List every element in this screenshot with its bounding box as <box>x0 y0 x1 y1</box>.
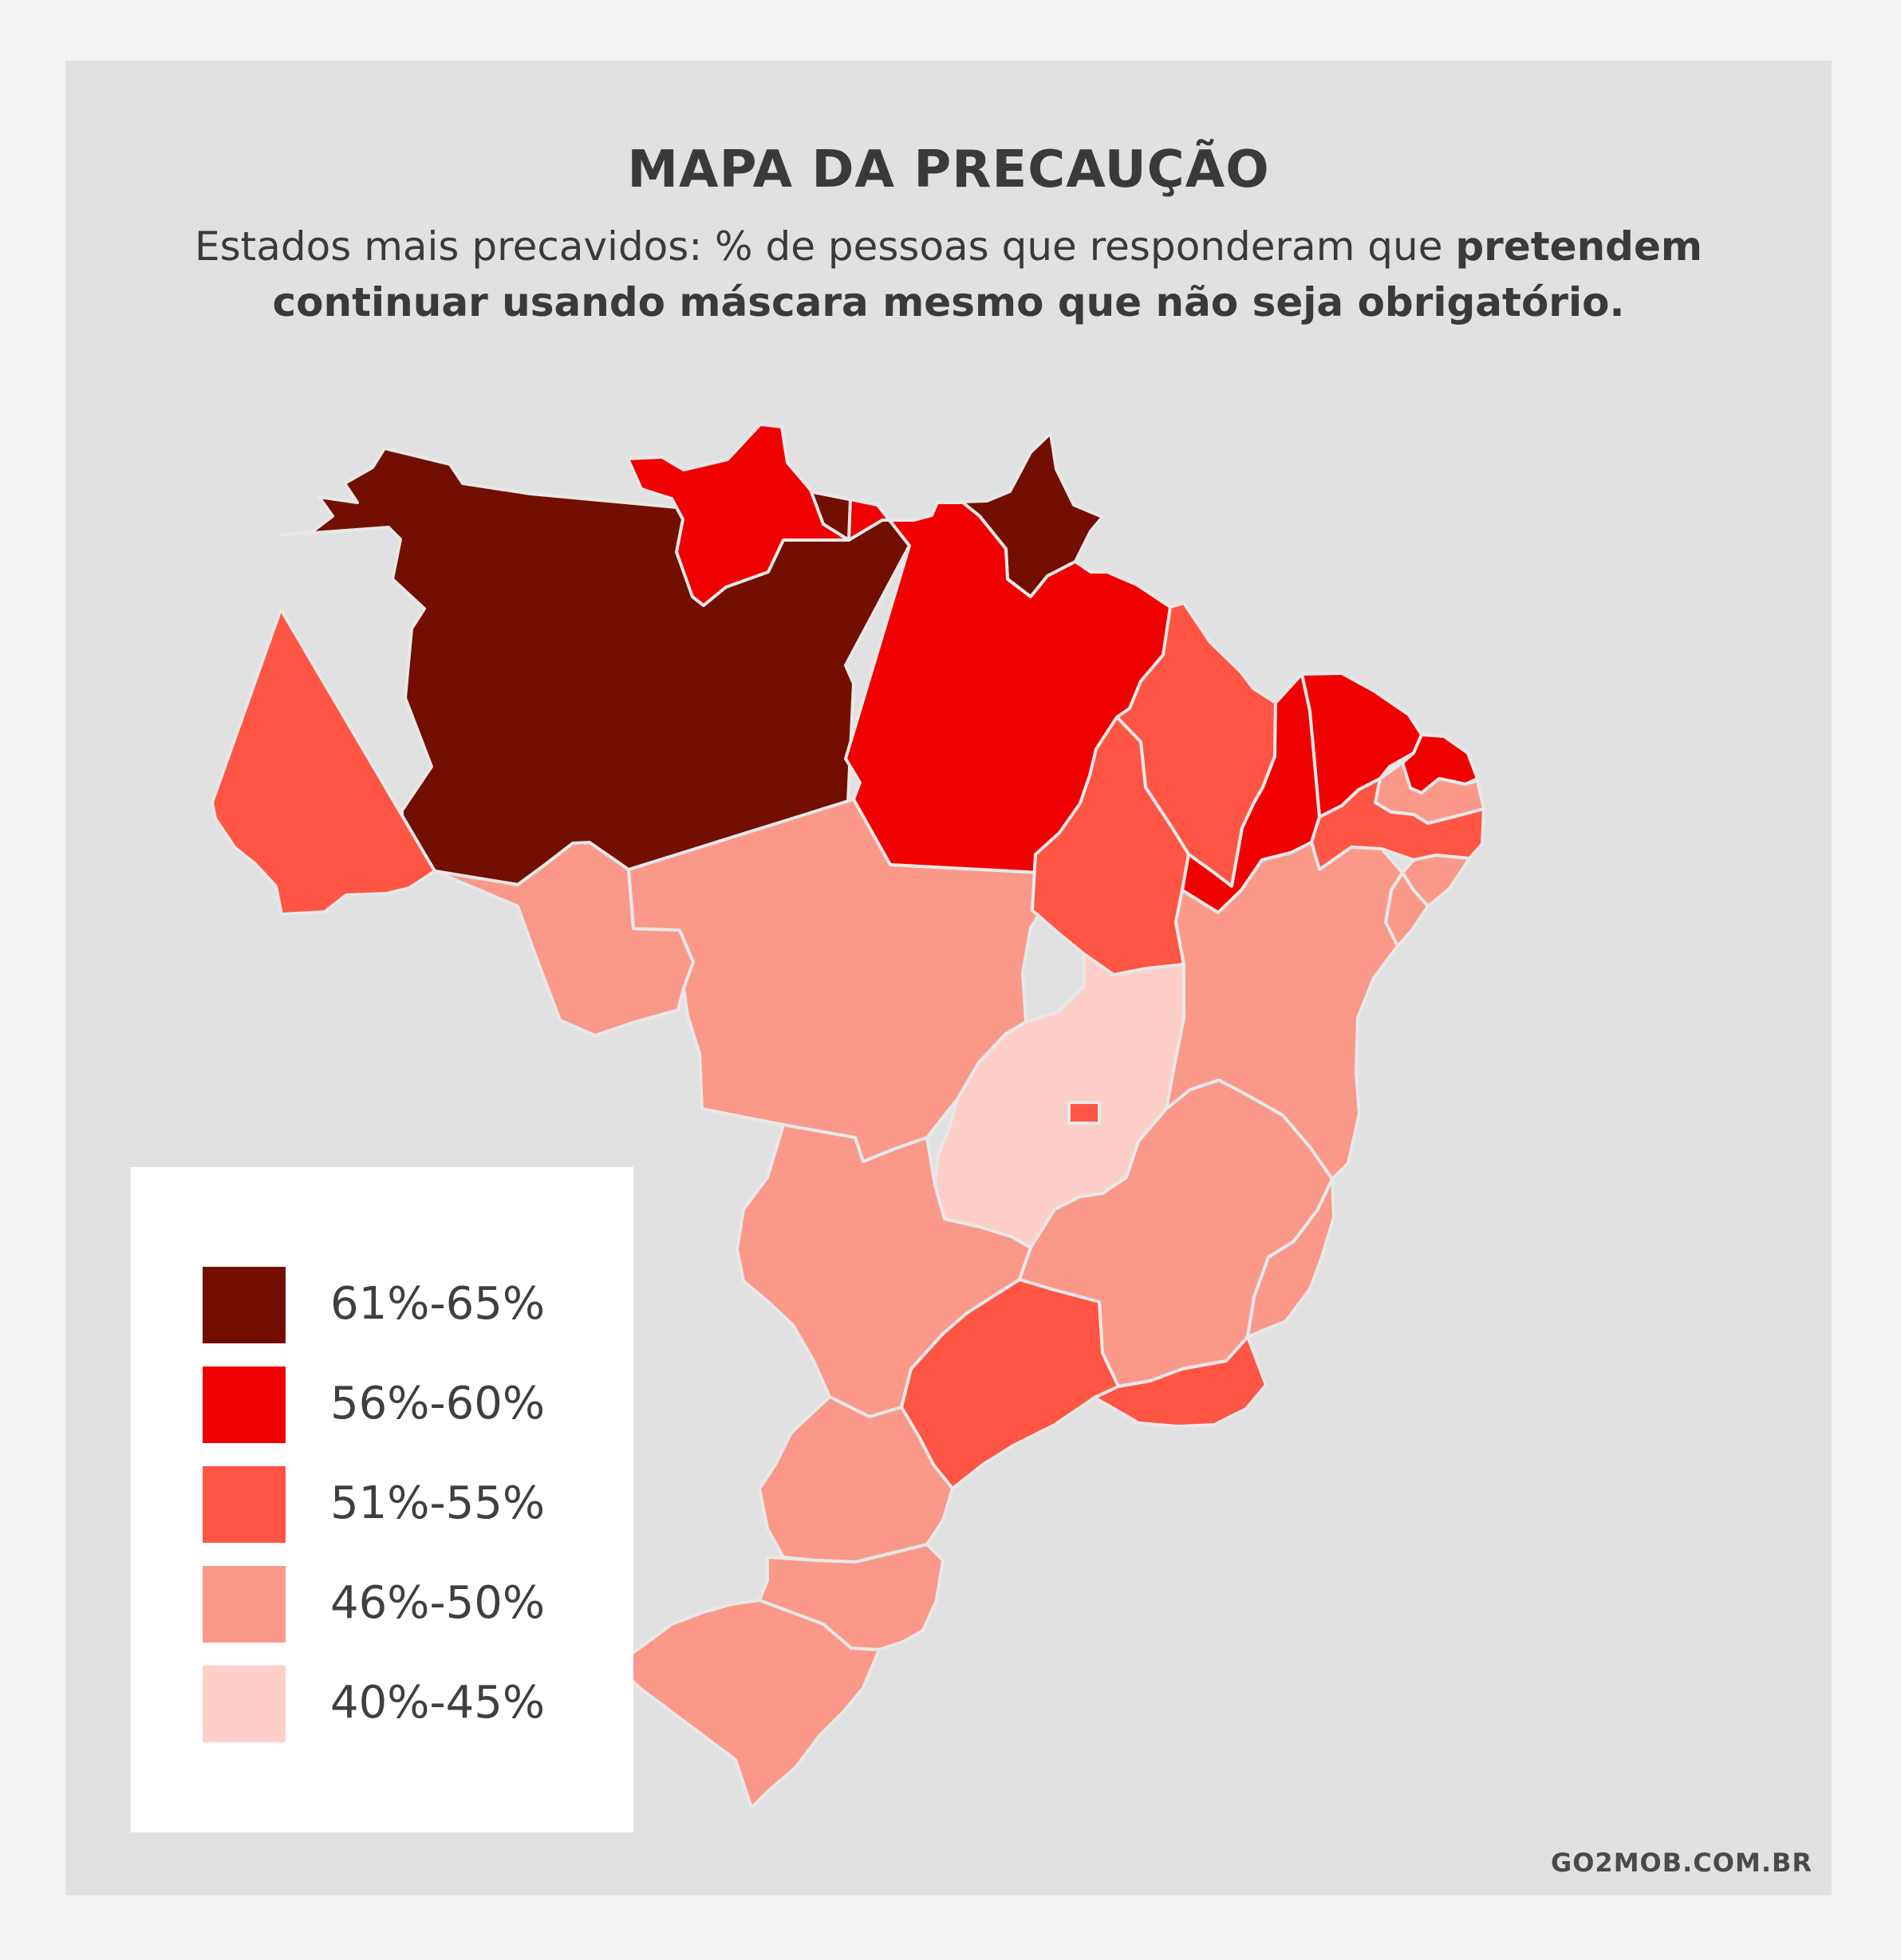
state-CE <box>1300 672 1423 818</box>
map-card: MAPA DA PRECAUÇÃO Estados mais precavido… <box>65 61 1832 1895</box>
state-RJ <box>1093 1335 1268 1428</box>
subtitle-bold: pretendem continuar usando máscara mesmo… <box>272 223 1702 325</box>
state-RR <box>626 423 850 607</box>
state-AC <box>211 608 436 916</box>
legend-swatch <box>203 1267 286 1343</box>
legend-label: 51%-55% <box>330 1477 546 1529</box>
legend-label: 40%-45% <box>330 1677 546 1729</box>
legend-item-46-50: 46%-50% <box>203 1566 601 1643</box>
legend-swatch <box>203 1666 286 1742</box>
legend-swatch <box>203 1366 286 1443</box>
brazil-map <box>211 423 1485 1809</box>
source-credit: GO2MOB.COM.BR <box>1550 1848 1812 1878</box>
subtitle-regular: Estados mais precavidos: % de pessoas qu… <box>195 223 1456 270</box>
legend-item-56-60: 56%-60% <box>203 1366 601 1443</box>
legend-item-61-65: 61%-65% <box>203 1267 601 1343</box>
legend-item-51-55: 51%-55% <box>203 1466 601 1543</box>
map-subtitle: Estados mais precavidos: % de pessoas qu… <box>113 219 1784 330</box>
legend-item-40-45: 40%-45% <box>203 1666 601 1742</box>
legend-box: 61%-65% 56%-60% 51%-55% 46%-50% 40%-45% <box>131 1167 633 1832</box>
map-title: MAPA DA PRECAUÇÃO <box>627 140 1270 199</box>
legend-swatch <box>203 1566 286 1643</box>
legend-label: 56%-60% <box>330 1378 546 1430</box>
legend-swatch <box>203 1466 286 1543</box>
state-ES <box>1246 1177 1335 1339</box>
legend-label: 61%-65% <box>330 1278 546 1330</box>
legend-label: 46%-50% <box>330 1577 546 1629</box>
state-RS <box>614 1599 881 1809</box>
state-DF <box>1067 1101 1101 1125</box>
